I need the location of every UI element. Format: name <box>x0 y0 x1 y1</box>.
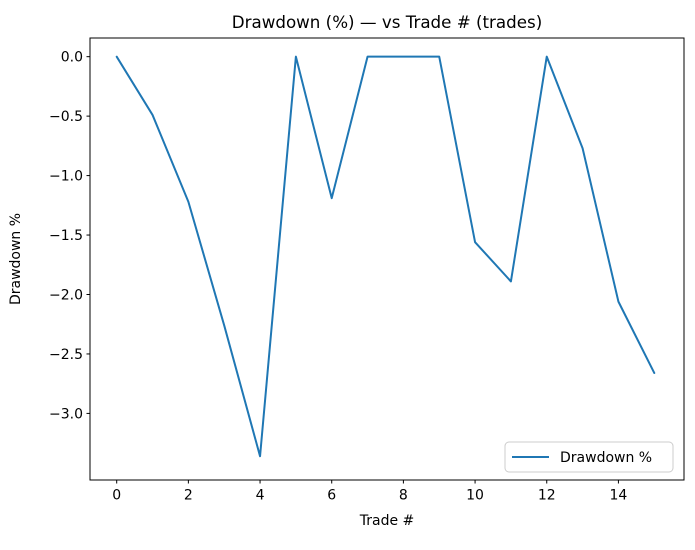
drawdown-line <box>115 55 656 458</box>
legend-label: Drawdown % <box>560 450 652 466</box>
y-tick-label: 0.0 <box>61 50 83 66</box>
y-tick-label: −2.0 <box>49 287 83 303</box>
chart-title: Drawdown (%) — vs Trade # (trades) <box>232 12 542 32</box>
x-tick-label: 12 <box>538 488 556 504</box>
y-tick-label: −0.5 <box>49 109 83 125</box>
y-tick-label: −1.5 <box>49 228 83 244</box>
y-tick-label: −2.5 <box>49 347 83 363</box>
legend-box <box>504 441 674 473</box>
y-tick-label: −1.0 <box>49 169 83 185</box>
y-axis-ticks: 0.0 −0.5 −1.0 −1.5 −2.0 −2.5 −3.0 <box>49 50 90 422</box>
x-tick-label: 6 <box>327 488 336 504</box>
y-axis-label: Drawdown % <box>8 213 24 305</box>
x-tick-label: 14 <box>610 488 628 504</box>
x-axis-ticks: 0 2 4 6 8 10 12 14 <box>112 480 627 504</box>
x-tick-label: 4 <box>256 488 265 504</box>
y-tick-label: −3.0 <box>49 406 83 422</box>
x-tick-label: 8 <box>399 488 408 504</box>
x-tick-label: 2 <box>184 488 193 504</box>
x-tick-label: 0 <box>112 488 121 504</box>
legend: Drawdown % <box>504 441 674 473</box>
x-axis-label: Trade # <box>359 513 415 529</box>
plot-area-border <box>89 37 685 481</box>
x-tick-label: 10 <box>466 488 484 504</box>
